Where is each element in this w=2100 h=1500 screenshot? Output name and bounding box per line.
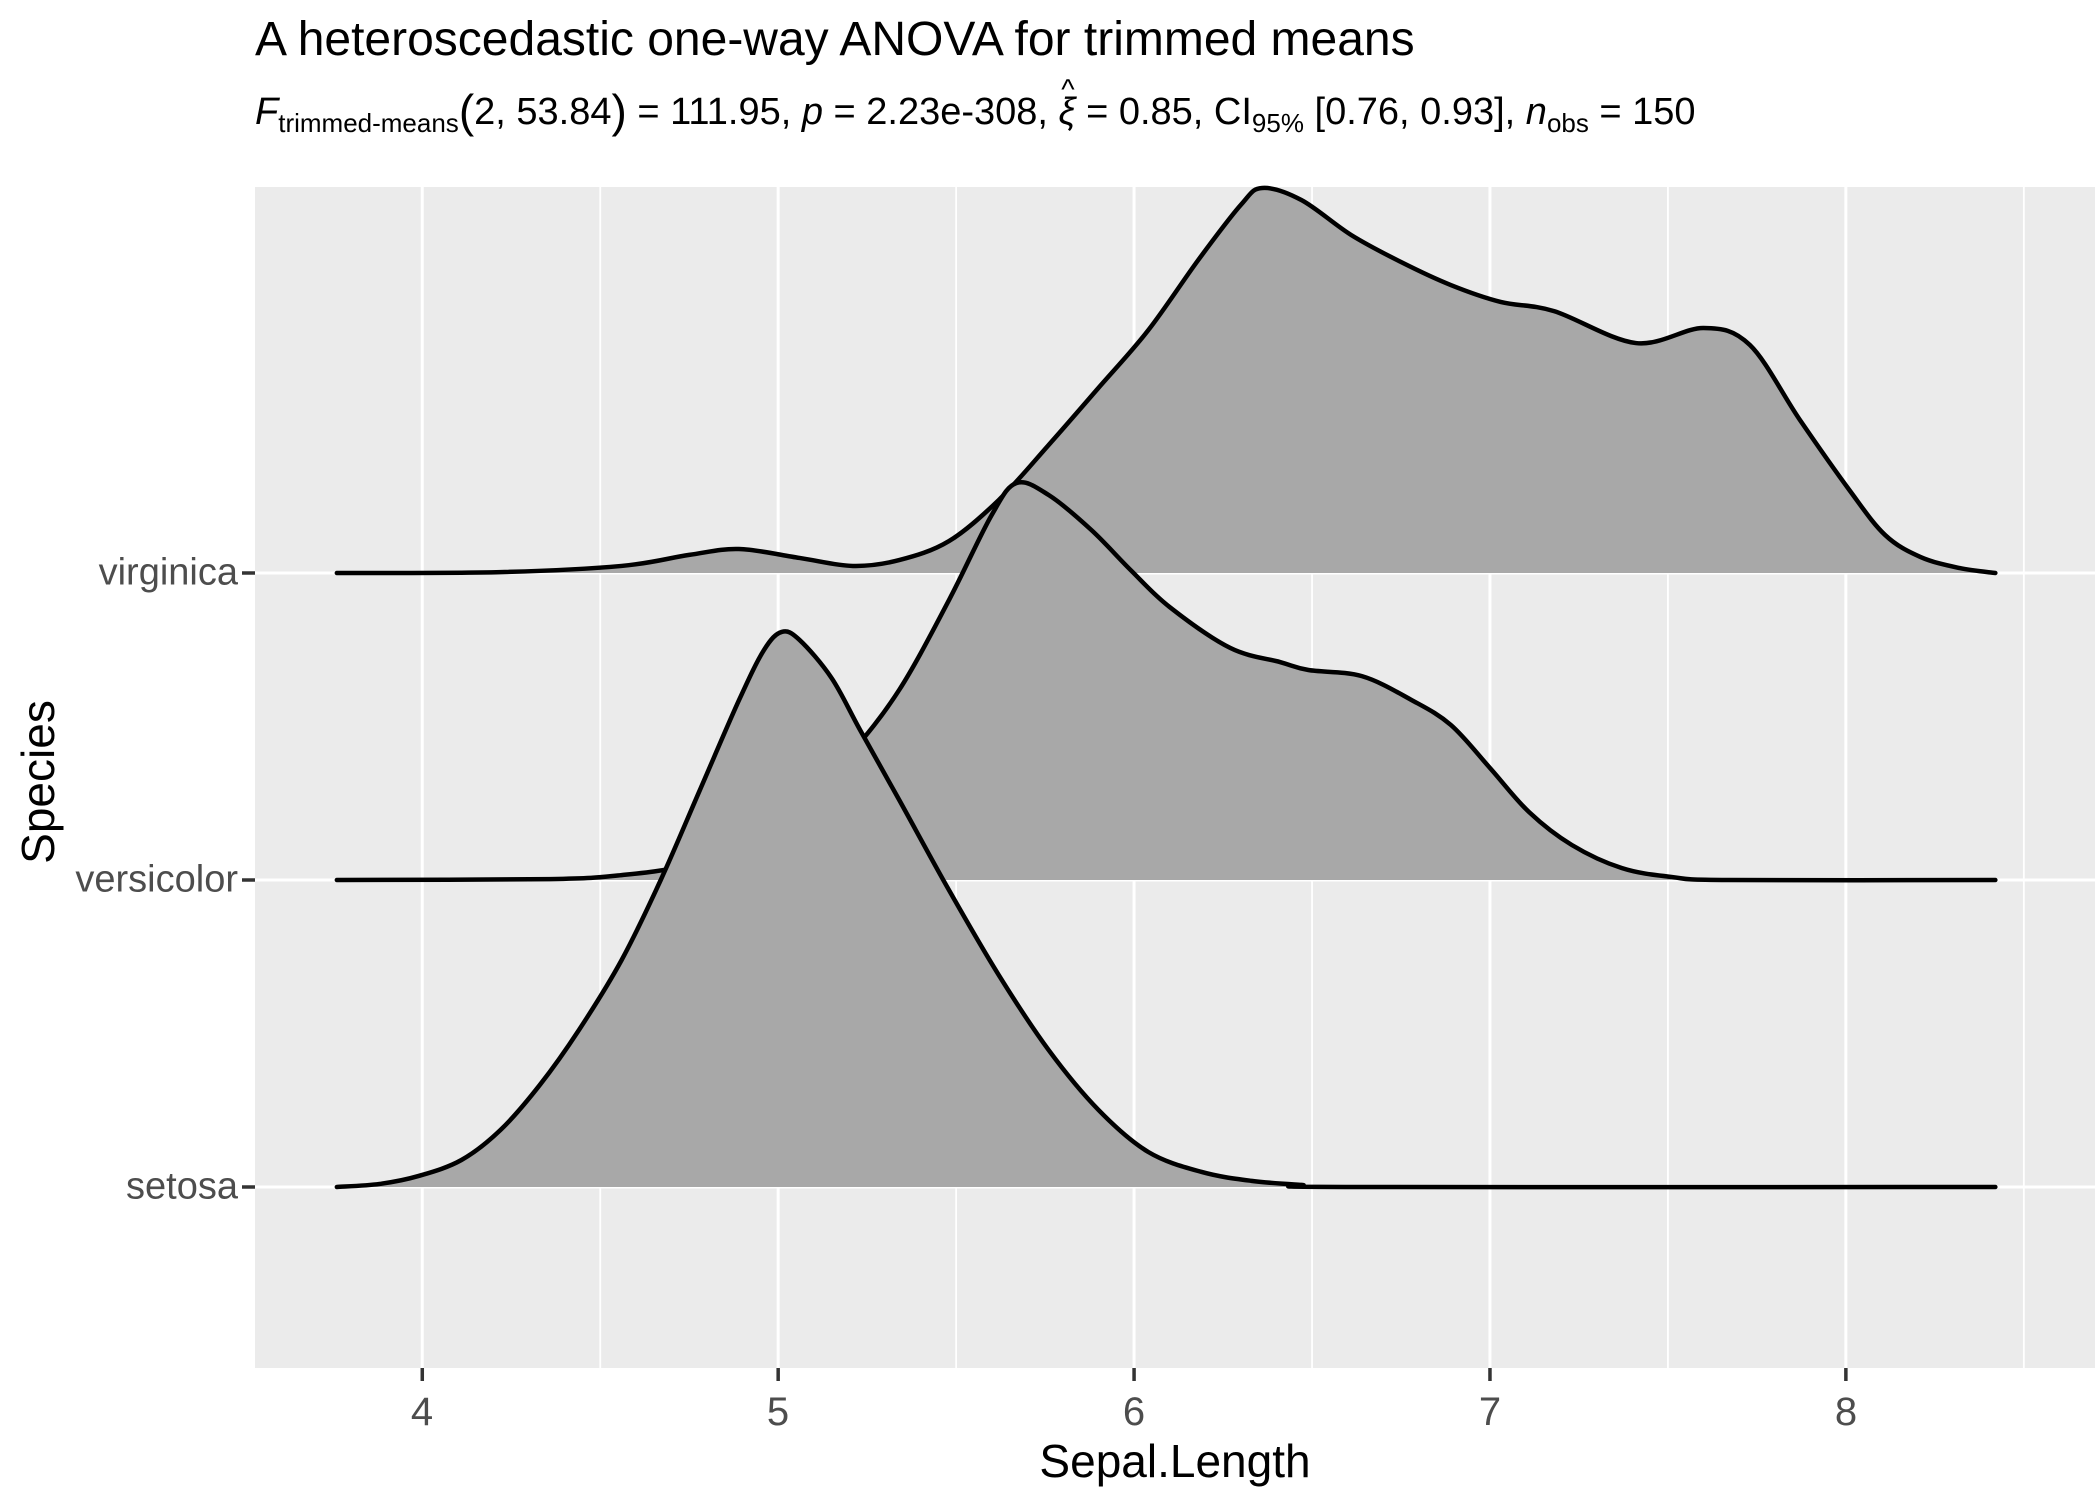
p-symbol: p [801, 91, 823, 133]
df-close-paren: ) [611, 85, 627, 137]
hat-accent: ^ [1061, 74, 1075, 107]
xi-hat-symbol: ^ ξ [1058, 76, 1076, 134]
y-tick-label-versicolor: versicolor [75, 858, 238, 901]
y-axis-title: Species [12, 700, 64, 864]
x-tick-label-6: 6 [1122, 1390, 1146, 1434]
f-value: = 111.95, [626, 91, 802, 133]
xi-symbol: ξ [1058, 91, 1076, 133]
ci-subscript: 95% [1251, 108, 1304, 138]
y-tick-label-virginica: virginica [98, 551, 238, 594]
x-tick-label-4: 4 [410, 1390, 434, 1434]
n-subscript: obs [1546, 108, 1589, 138]
p-value: = 2.23e-308, [822, 91, 1059, 133]
density-ridge-setosa [334, 629, 1998, 1190]
ci-label: CI [1213, 91, 1252, 133]
df-values: 2, 53.84 [474, 91, 612, 133]
y-tick-label-setosa: setosa [126, 1165, 238, 1208]
x-tick-label-7: 7 [1478, 1390, 1502, 1434]
x-axis-title: Sepal.Length [1039, 1435, 1311, 1487]
x-tick-label-8: 8 [1834, 1390, 1858, 1434]
df-open-paren: ( [458, 85, 475, 137]
plot-title: A heteroscedastic one-way ANOVA for trim… [255, 13, 1415, 66]
n-value: = 150 [1588, 91, 1696, 133]
f-stat-symbol: F [255, 91, 279, 133]
f-stat-subscript: trimmed-means [278, 108, 459, 138]
xi-value: = 0.85, [1075, 91, 1214, 133]
x-tick-label-5: 5 [766, 1390, 790, 1434]
n-symbol: n [1525, 91, 1547, 133]
plot-subtitle: Ftrimmed-means(2, 53.84) = 111.95, p = 2… [255, 76, 1696, 139]
density-ridge-virginica [334, 185, 1998, 576]
ci-interval: [0.76, 0.93], [1303, 91, 1526, 133]
